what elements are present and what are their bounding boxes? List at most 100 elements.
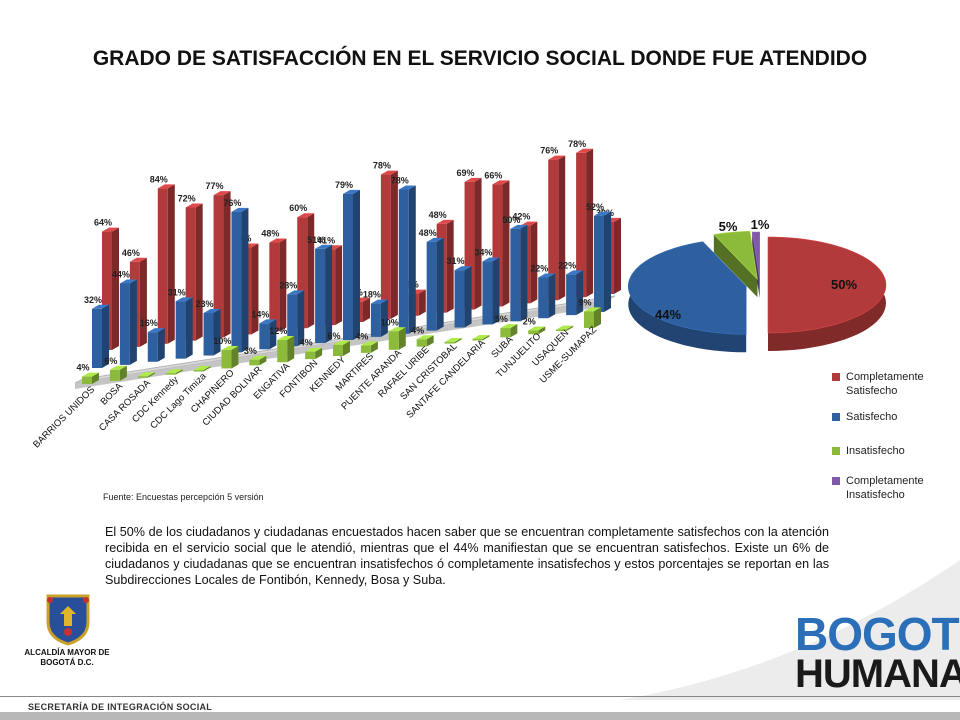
bar-satisfecho bbox=[231, 207, 249, 353]
bar-data-label: 51% bbox=[307, 235, 325, 245]
bar-satisfecho bbox=[203, 309, 221, 356]
bar-data-label: 48% bbox=[429, 210, 447, 220]
legend-item-completamente-satisfecho: Completamente Satisfecho bbox=[832, 370, 956, 410]
bar-data-label: 4% bbox=[355, 331, 368, 341]
bogota-humana-logo: BOGOTÁ HUMANA bbox=[795, 608, 960, 696]
bar-insatisfecho bbox=[165, 369, 183, 375]
bogota-crest-icon bbox=[46, 594, 90, 646]
pie-slice bbox=[627, 241, 747, 335]
bar-insatisfecho bbox=[472, 334, 490, 341]
bar-data-label: 78% bbox=[373, 161, 391, 171]
bar-satisfecho bbox=[147, 328, 165, 362]
bar-insatisfecho bbox=[360, 341, 378, 353]
bar-data-label: 48% bbox=[261, 229, 279, 239]
bar-data-label: 52% bbox=[586, 202, 604, 212]
bar-completamente-satisfecho bbox=[464, 177, 482, 310]
legend-label: Completamente Insatisfecho bbox=[846, 475, 924, 501]
bar-data-label: 72% bbox=[178, 193, 196, 203]
bar-insatisfecho bbox=[444, 338, 462, 344]
legend-label: Insatisfecho bbox=[846, 445, 905, 457]
bar-satisfecho bbox=[92, 304, 109, 368]
bar-data-label: 12% bbox=[269, 326, 287, 336]
bar-completamente-satisfecho bbox=[157, 184, 175, 344]
bar-data-label: 64% bbox=[94, 218, 112, 228]
bar-satisfecho bbox=[259, 319, 277, 350]
bar-data-label: 16% bbox=[140, 318, 158, 328]
bar-satisfecho bbox=[538, 273, 556, 319]
bar-data-label: 46% bbox=[122, 248, 140, 258]
bar-insatisfecho bbox=[388, 327, 406, 350]
bar-data-label: 32% bbox=[84, 295, 102, 305]
bar-data-label: 22% bbox=[558, 260, 576, 270]
bar-completamente-satisfecho bbox=[213, 191, 231, 338]
pie-slice bbox=[713, 230, 758, 281]
legend-swatch bbox=[832, 477, 840, 485]
bar-data-label: 3% bbox=[244, 346, 257, 356]
pie-slice bbox=[751, 231, 761, 281]
bar-data-label: 31% bbox=[168, 287, 186, 297]
bar-completamente-satisfecho bbox=[269, 238, 287, 332]
bar-insatisfecho bbox=[277, 336, 295, 363]
bar-satisfecho bbox=[370, 299, 388, 337]
bar-data-label: 50% bbox=[502, 215, 520, 225]
bar-data-label: 78% bbox=[568, 139, 586, 149]
pie-slice-cut bbox=[752, 232, 760, 299]
bar-insatisfecho bbox=[249, 355, 267, 366]
bar-satisfecho bbox=[566, 270, 584, 316]
bar-data-label: 42% bbox=[512, 212, 530, 222]
bar-data-label: 28% bbox=[279, 280, 297, 290]
bar-completamente-satisfecho bbox=[297, 213, 315, 329]
bar-data-label: 34% bbox=[474, 248, 492, 258]
bar-completamente-satisfecho bbox=[548, 155, 566, 301]
bar-data-label: 9% bbox=[578, 297, 591, 307]
bar-data-label: 23% bbox=[196, 299, 214, 309]
pie-slice-label: 5% bbox=[719, 219, 738, 234]
bar-data-label: 2% bbox=[523, 317, 536, 327]
bar-chart: 64%46%84%72%77%47%48%60%41%11%78%12%48%6… bbox=[31, 139, 621, 450]
bar-satisfecho bbox=[119, 279, 137, 365]
legend-item-completamente-insatisfecho: Completamente Insatisfecho bbox=[832, 474, 956, 502]
bar-data-label: 44% bbox=[112, 269, 130, 279]
bar-satisfecho bbox=[594, 211, 611, 312]
bar-data-label: 4% bbox=[300, 338, 313, 348]
bar-data-label: 10% bbox=[381, 317, 399, 327]
pie-slice-label: 1% bbox=[751, 217, 770, 232]
bar-insatisfecho bbox=[556, 325, 574, 332]
bar-insatisfecho bbox=[137, 372, 155, 378]
bar-completamente-satisfecho bbox=[185, 203, 203, 341]
bar-data-label: 77% bbox=[206, 181, 224, 191]
brand-line-1: BOGOTÁ bbox=[795, 608, 960, 660]
legend-item-insatisfecho: Insatisfecho bbox=[832, 444, 956, 474]
alcaldia-label: ALCALDÍA MAYOR DE BOGOTÁ D.C. bbox=[24, 648, 110, 667]
bar-data-label: 14% bbox=[251, 309, 269, 319]
brand-line-2: HUMANA bbox=[795, 652, 960, 696]
bar-satisfecho bbox=[426, 237, 444, 331]
pie-slice bbox=[767, 236, 887, 334]
bar-insatisfecho bbox=[584, 307, 601, 328]
bar-data-label: 10% bbox=[213, 336, 231, 346]
footer-divider bbox=[0, 696, 960, 697]
bar-data-label: 69% bbox=[457, 168, 475, 178]
bar-insatisfecho bbox=[305, 347, 323, 360]
bar-insatisfecho bbox=[82, 372, 99, 384]
bar-satisfecho bbox=[315, 244, 333, 344]
bar-satisfecho bbox=[343, 189, 360, 340]
bar-data-label: 66% bbox=[484, 170, 502, 180]
pie-slice-label: 44% bbox=[655, 307, 681, 322]
bar-insatisfecho bbox=[416, 335, 434, 347]
bar-data-label: 76% bbox=[540, 146, 558, 156]
pie-slice-label: 50% bbox=[831, 277, 857, 292]
bar-data-label: 78% bbox=[391, 175, 409, 185]
bar-data-label: 48% bbox=[419, 228, 437, 238]
bar-data-label: 18% bbox=[363, 290, 381, 300]
bar-satisfecho bbox=[287, 290, 305, 347]
bar-data-label: 22% bbox=[530, 264, 548, 274]
bar-satisfecho bbox=[482, 257, 500, 325]
legend-label: Satisfecho bbox=[846, 411, 898, 423]
bar-data-label: 6% bbox=[327, 331, 340, 341]
legend-swatch bbox=[832, 373, 840, 381]
bar-insatisfecho bbox=[528, 326, 546, 335]
bar-data-label: 4% bbox=[76, 363, 89, 373]
bar-data-label: 4% bbox=[411, 325, 424, 335]
bar-satisfecho bbox=[510, 224, 528, 322]
